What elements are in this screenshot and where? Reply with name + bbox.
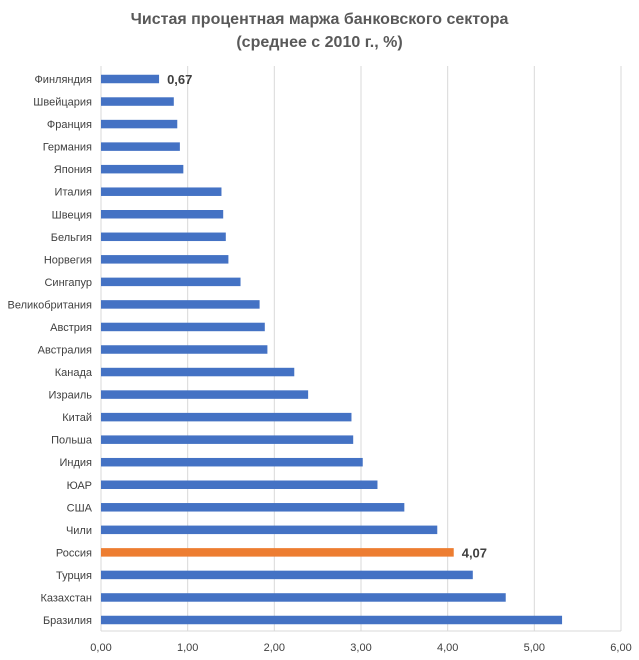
- category-label-3: Германия: [43, 142, 92, 154]
- x-tick-label-5: 5,00: [524, 642, 545, 654]
- category-label-6: Швеция: [52, 209, 92, 221]
- category-label-19: США: [67, 502, 93, 514]
- bar-24: [101, 615, 563, 625]
- category-label-23: Казахстан: [40, 592, 92, 604]
- bar-8: [101, 255, 229, 264]
- category-label-9: Сингапур: [44, 277, 92, 289]
- bar-17: [101, 457, 363, 467]
- category-label-18: ЮАР: [67, 480, 92, 492]
- data-label-0: 0,67: [167, 72, 192, 87]
- bar-2: [101, 119, 178, 129]
- bar-20: [101, 525, 438, 535]
- x-tick-label-3: 3,00: [350, 642, 371, 654]
- bar-13: [101, 367, 295, 377]
- category-label-15: Китай: [62, 412, 92, 424]
- x-tick-label-0: 0,00: [90, 642, 111, 654]
- bar-23: [101, 593, 506, 602]
- bar-3: [101, 142, 180, 151]
- bar-18: [101, 480, 378, 489]
- category-label-13: Канада: [55, 367, 93, 379]
- bar-11: [101, 322, 265, 332]
- bar-12: [101, 345, 268, 354]
- category-label-8: Норвегия: [44, 254, 92, 266]
- chart-title-block: Чистая процентная маржа банковского сект…: [0, 8, 639, 54]
- bar-16: [101, 435, 354, 444]
- x-tick-label-2: 2,00: [264, 642, 285, 654]
- bar-5: [101, 187, 222, 196]
- data-label-1: 4,07: [462, 545, 487, 560]
- category-label-7: Бельгия: [51, 232, 92, 244]
- bar-9: [101, 277, 241, 287]
- category-label-22: Турция: [56, 570, 92, 582]
- category-label-12: Австралия: [38, 345, 92, 357]
- bar-6: [101, 210, 224, 219]
- chart-title: Чистая процентная маржа банковского сект…: [130, 11, 509, 28]
- category-label-21: Россия: [56, 547, 92, 559]
- category-label-24: Бразилия: [43, 615, 92, 627]
- x-tick-label-1: 1,00: [177, 642, 198, 654]
- bar-15: [101, 412, 352, 422]
- bar-10: [101, 300, 260, 309]
- category-label-14: Израиль: [49, 390, 93, 402]
- category-label-20: Чили: [66, 525, 92, 537]
- x-tick-label-4: 4,00: [437, 642, 458, 654]
- category-label-11: Австрия: [50, 322, 92, 334]
- bar-4: [101, 164, 184, 174]
- category-label-5: Италия: [55, 187, 93, 199]
- x-tick-label-6: 6,00: [610, 642, 631, 654]
- chart-subtitle: (среднее с 2010 г., %): [236, 34, 403, 51]
- bar-14: [101, 390, 309, 399]
- category-label-17: Индия: [59, 457, 92, 469]
- category-label-0: Финляндия: [34, 74, 92, 86]
- bar-1: [101, 97, 174, 106]
- bar-19: [101, 503, 405, 512]
- bar-22: [101, 570, 473, 580]
- category-label-10: Великобритания: [8, 299, 93, 311]
- bar-21: [101, 548, 454, 557]
- bar-0: [101, 74, 160, 84]
- category-label-4: Япония: [54, 164, 92, 176]
- bar-7: [101, 232, 226, 242]
- category-label-1: Швейцария: [33, 97, 92, 109]
- category-label-16: Польша: [51, 435, 93, 447]
- category-label-2: Франция: [47, 119, 92, 131]
